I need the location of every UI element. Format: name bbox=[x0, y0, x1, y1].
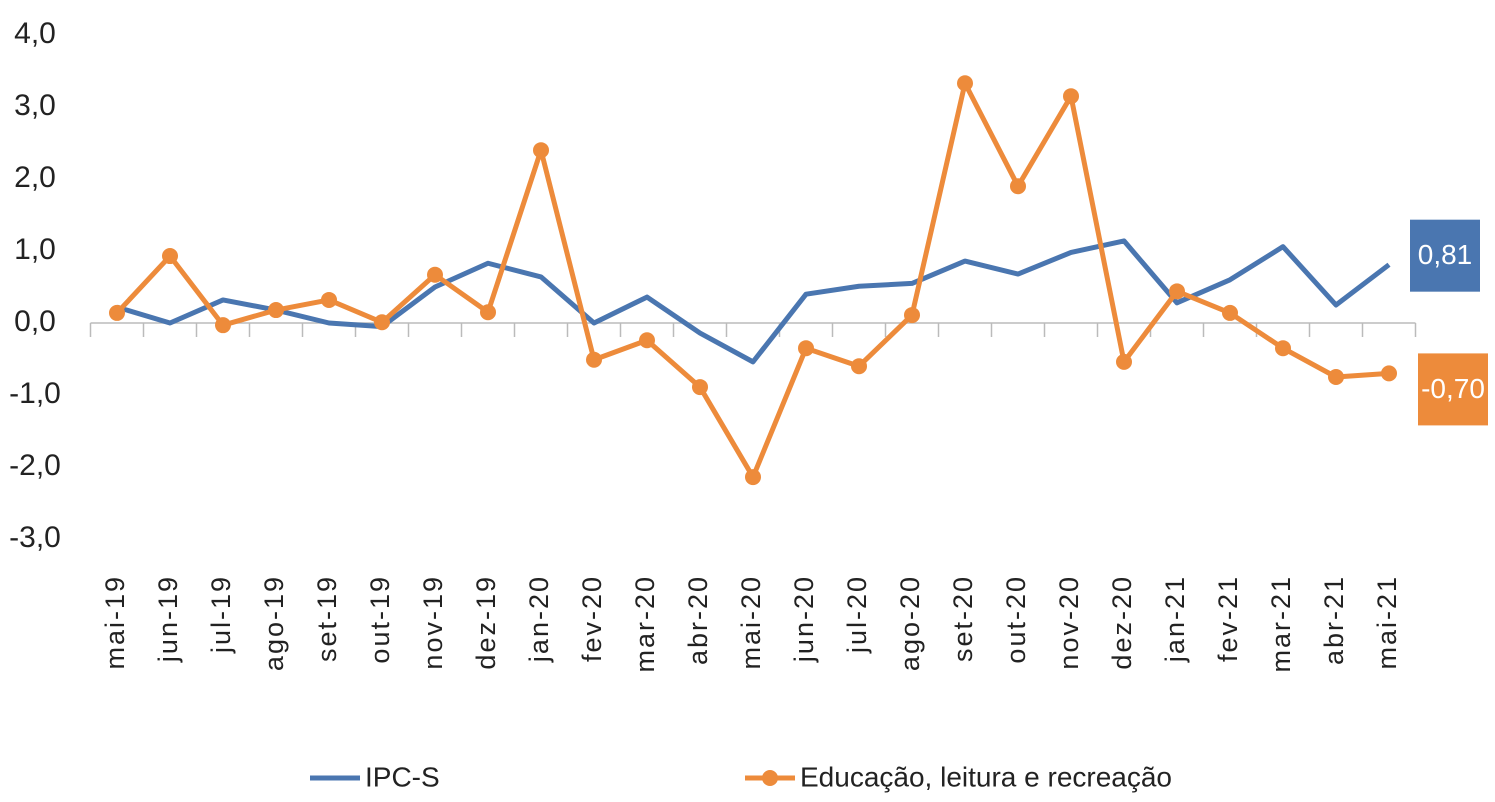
x-tick-label: out-20 bbox=[1001, 575, 1031, 664]
point bbox=[215, 317, 231, 334]
x-tick-label: mai-19 bbox=[100, 575, 130, 670]
point bbox=[480, 304, 496, 321]
x-tick-label: jun-20 bbox=[789, 575, 819, 663]
x-tick-label: jul-19 bbox=[206, 575, 236, 654]
point bbox=[1222, 304, 1238, 321]
y-tick-label: 3,0 bbox=[14, 89, 56, 122]
x-tick-label: mai-21 bbox=[1372, 575, 1402, 670]
x-tick-label: abr-21 bbox=[1319, 575, 1349, 665]
point bbox=[745, 469, 761, 486]
value-label-box bbox=[1410, 219, 1480, 292]
x-tick-label: mar-20 bbox=[630, 575, 660, 673]
x-tick-label: ago-19 bbox=[259, 575, 289, 671]
x-tick-label: jun-19 bbox=[153, 575, 183, 663]
point bbox=[692, 379, 708, 396]
point bbox=[639, 332, 655, 349]
y-tick-label: 0,0 bbox=[14, 305, 56, 338]
value-label: 0,81 bbox=[1418, 239, 1473, 270]
point bbox=[1116, 353, 1132, 370]
point bbox=[1275, 340, 1291, 357]
point bbox=[1328, 369, 1344, 385]
y-tick-label: 4,0 bbox=[14, 17, 56, 50]
x-tick-label: dez-20 bbox=[1107, 575, 1137, 670]
legend-label: IPC-S bbox=[365, 761, 440, 792]
y-tick-label: -2,0 bbox=[9, 449, 61, 482]
y-tick-label: 1,0 bbox=[14, 233, 56, 266]
x-tick-label: set-20 bbox=[948, 575, 978, 662]
series-line bbox=[116, 238, 1391, 365]
series-line bbox=[115, 80, 1390, 480]
point bbox=[957, 75, 973, 92]
point bbox=[268, 302, 284, 319]
x-tick-label: abr-20 bbox=[683, 575, 713, 665]
x-tick-label: out-19 bbox=[365, 575, 395, 664]
legend-marker bbox=[762, 770, 778, 786]
point bbox=[109, 304, 125, 321]
value-label-box bbox=[1418, 353, 1488, 426]
point bbox=[427, 266, 443, 283]
point bbox=[1063, 88, 1079, 105]
y-tick-label: -3,0 bbox=[9, 521, 61, 554]
point bbox=[851, 358, 867, 375]
point bbox=[1381, 365, 1397, 382]
x-tick-label: mar-21 bbox=[1266, 575, 1296, 673]
x-tick-label: dez-19 bbox=[471, 575, 501, 670]
x-tick-label: mai-20 bbox=[736, 575, 766, 670]
point bbox=[1169, 283, 1185, 300]
point bbox=[904, 307, 920, 324]
x-tick-label: nov-20 bbox=[1054, 575, 1084, 670]
x-tick-label: fev-20 bbox=[577, 575, 607, 662]
point bbox=[1010, 178, 1026, 195]
point bbox=[374, 314, 390, 331]
x-tick-label: nov-19 bbox=[418, 575, 448, 670]
point bbox=[162, 248, 178, 265]
point bbox=[798, 340, 814, 357]
y-tick-label: -1,0 bbox=[9, 377, 61, 410]
x-tick-label: fev-21 bbox=[1213, 575, 1243, 662]
y-tick-label: 2,0 bbox=[14, 161, 56, 194]
value-label: -0,70 bbox=[1421, 373, 1485, 404]
x-tick-label: jul-20 bbox=[842, 575, 872, 654]
legend-label: Educação, leitura e recreação bbox=[800, 761, 1172, 792]
point bbox=[586, 351, 602, 368]
x-tick-label: ago-20 bbox=[895, 575, 925, 671]
x-tick-label: jan-20 bbox=[524, 575, 554, 663]
x-tick-label: set-19 bbox=[312, 575, 342, 662]
point bbox=[321, 291, 337, 308]
point bbox=[533, 142, 549, 159]
x-tick-label: jan-21 bbox=[1160, 575, 1190, 663]
